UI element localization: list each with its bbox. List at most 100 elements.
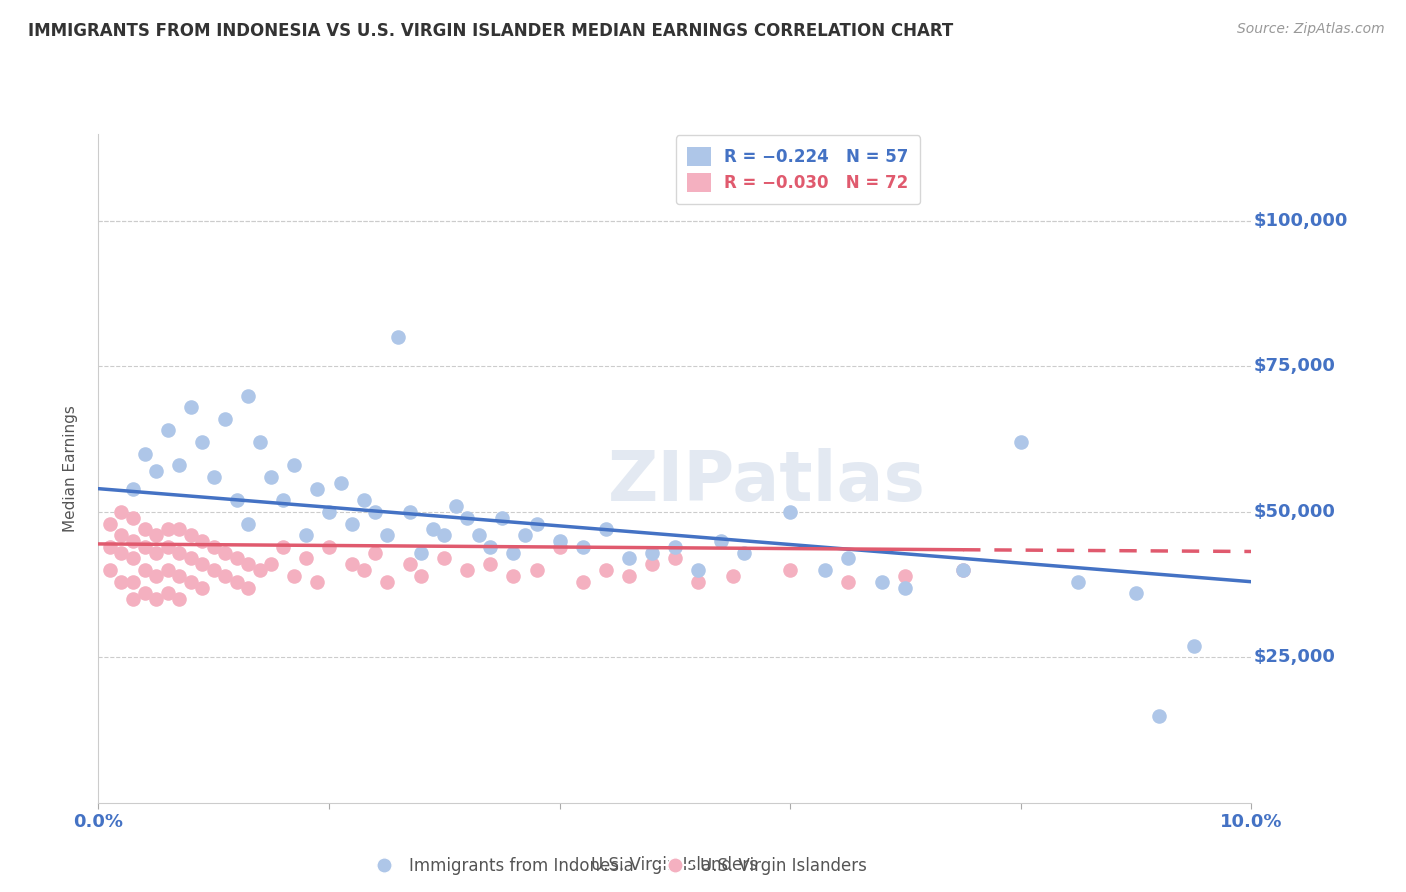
Point <box>1182 639 1205 653</box>
Point <box>122 510 145 524</box>
Point <box>721 569 744 583</box>
Point <box>456 510 478 524</box>
Point <box>411 546 433 560</box>
Legend: Immigrants from Indonesia, U.S. Virgin Islanders: Immigrants from Indonesia, U.S. Virgin I… <box>360 850 875 881</box>
Point <box>167 546 190 560</box>
Point <box>837 551 859 566</box>
Point <box>202 563 225 577</box>
Point <box>214 412 236 426</box>
Point <box>548 534 571 549</box>
Y-axis label: Median Earnings: Median Earnings <box>63 405 77 532</box>
Point <box>398 558 420 572</box>
Point <box>283 458 305 473</box>
Point <box>98 516 121 531</box>
Point <box>180 401 202 415</box>
Point <box>167 569 190 583</box>
Point <box>134 522 156 536</box>
Point <box>134 447 156 461</box>
Point <box>134 540 156 554</box>
Point <box>295 551 318 566</box>
Point <box>664 540 686 554</box>
Point <box>307 482 329 496</box>
Point <box>214 569 236 583</box>
Point <box>295 528 318 542</box>
Point <box>526 563 548 577</box>
Point <box>686 574 709 589</box>
Point <box>145 592 167 607</box>
Point <box>872 574 894 589</box>
Point <box>98 540 121 554</box>
Point <box>156 424 179 438</box>
Point <box>595 522 617 536</box>
Point <box>202 540 225 554</box>
Point <box>191 435 214 450</box>
Point <box>340 558 363 572</box>
Point <box>664 551 686 566</box>
Point <box>411 569 433 583</box>
Point <box>814 563 837 577</box>
Point <box>180 551 202 566</box>
Point <box>191 581 214 595</box>
Point <box>122 534 145 549</box>
Point <box>733 546 755 560</box>
Point <box>238 581 260 595</box>
Point <box>526 516 548 531</box>
Point <box>641 558 664 572</box>
Point <box>571 540 593 554</box>
Point <box>617 551 640 566</box>
Point <box>122 574 145 589</box>
Point <box>214 546 236 560</box>
Point <box>779 563 801 577</box>
Point <box>329 475 352 490</box>
Point <box>375 574 398 589</box>
Point <box>1010 435 1032 450</box>
Point <box>340 516 363 531</box>
Point <box>145 569 167 583</box>
Point <box>122 592 145 607</box>
Point <box>110 505 132 519</box>
Point <box>686 563 709 577</box>
Point <box>710 534 733 549</box>
Point <box>894 569 917 583</box>
Point <box>952 563 974 577</box>
Point <box>156 586 179 600</box>
Point <box>249 563 271 577</box>
Point <box>167 592 190 607</box>
Point <box>260 558 283 572</box>
Text: $100,000: $100,000 <box>1254 212 1348 230</box>
Point <box>110 546 132 560</box>
Text: $50,000: $50,000 <box>1254 503 1336 521</box>
Point <box>134 563 156 577</box>
Point <box>479 558 502 572</box>
Point <box>617 569 640 583</box>
Point <box>110 528 132 542</box>
Point <box>145 546 167 560</box>
Point <box>98 563 121 577</box>
Text: $75,000: $75,000 <box>1254 358 1336 376</box>
Text: $25,000: $25,000 <box>1254 648 1336 666</box>
Point <box>167 458 190 473</box>
Text: IMMIGRANTS FROM INDONESIA VS U.S. VIRGIN ISLANDER MEDIAN EARNINGS CORRELATION CH: IMMIGRANTS FROM INDONESIA VS U.S. VIRGIN… <box>28 22 953 40</box>
Point <box>249 435 271 450</box>
Point <box>387 330 409 344</box>
Point <box>225 493 247 508</box>
Point <box>364 505 387 519</box>
Point <box>156 540 179 554</box>
Point <box>156 563 179 577</box>
Point <box>145 528 167 542</box>
Point <box>444 499 467 513</box>
Point <box>225 574 247 589</box>
Point <box>502 546 524 560</box>
Point <box>318 505 340 519</box>
Point <box>491 510 513 524</box>
Point <box>1067 574 1090 589</box>
Point <box>513 528 536 542</box>
Point <box>271 493 294 508</box>
Point <box>191 558 214 572</box>
Point <box>110 574 132 589</box>
Point <box>134 586 156 600</box>
Point <box>167 522 190 536</box>
Point <box>122 551 145 566</box>
Point <box>225 551 247 566</box>
Point <box>837 574 859 589</box>
